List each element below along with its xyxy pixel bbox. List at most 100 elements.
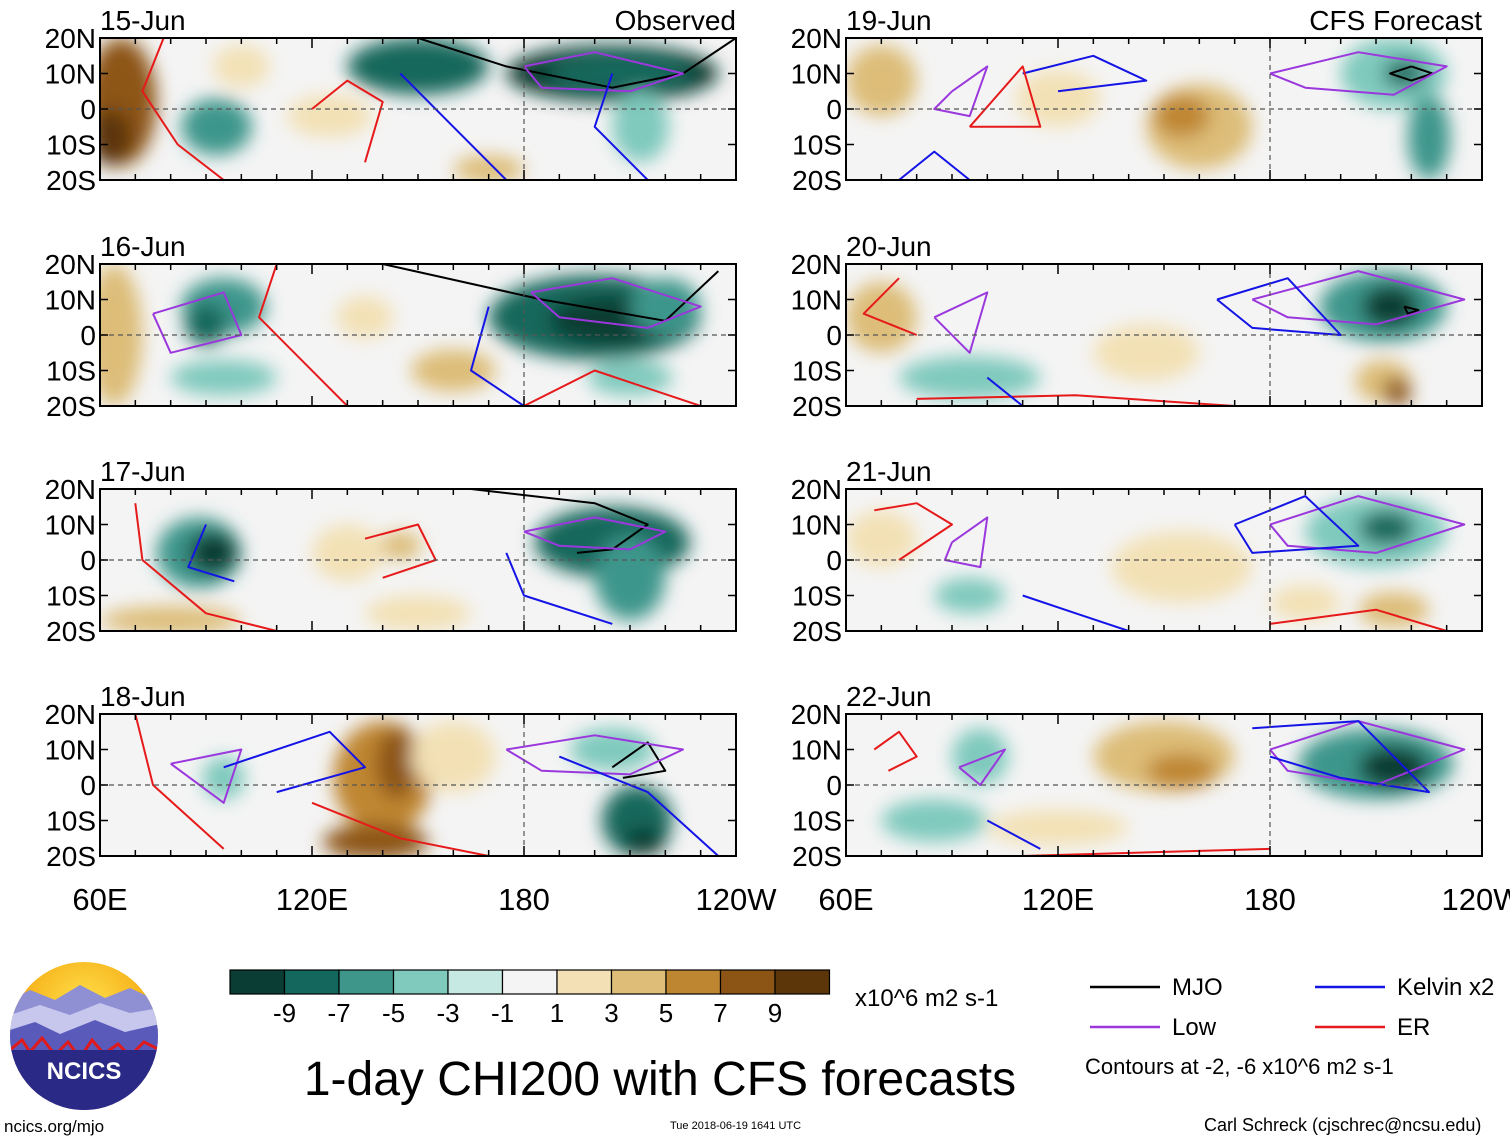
colorbar-swatch xyxy=(392,969,449,995)
colorbar-swatch xyxy=(338,969,395,995)
column-label: CFS Forecast xyxy=(1309,5,1482,36)
colorbar-swatch xyxy=(719,969,776,995)
contour-er xyxy=(523,369,702,406)
field-blob xyxy=(881,799,988,842)
legend-label: MJO xyxy=(1172,974,1223,1001)
colorbar-swatch xyxy=(447,969,504,995)
contour-low xyxy=(170,748,243,804)
contour-er xyxy=(311,79,384,163)
website-link[interactable]: ncics.org/mjo xyxy=(4,1117,105,1136)
logo-text: NCICS xyxy=(47,1058,122,1085)
credit: Carl Schreck (cjschrec@ncsu.edu) xyxy=(1204,1115,1482,1135)
field-blob xyxy=(379,531,422,560)
contour-er xyxy=(916,394,1235,406)
y-tick-label: 10N xyxy=(791,59,842,90)
contour-low xyxy=(943,516,989,569)
colorbar-swatch xyxy=(283,969,340,995)
x-axis: 60E 120E 180 120W 60E 120E 180 120W xyxy=(72,882,1510,917)
panel-21-jun: 20N 10N 0 10S 20S 21-Jun xyxy=(791,456,1483,647)
field-blob xyxy=(630,278,701,335)
x-tick-label: 180 xyxy=(498,882,550,917)
timestamp: Tue 2018-06-19 1641 UTC xyxy=(670,1120,802,1132)
contour-kelvin-x2 xyxy=(898,150,971,180)
y-tick-label: 0 xyxy=(80,320,96,351)
contour-mjo xyxy=(382,264,719,322)
contour-low xyxy=(958,748,1006,786)
panel-22-jun: 20N 10N 0 10S 20S 22-Jun xyxy=(791,681,1483,872)
y-tick-label: 20S xyxy=(792,616,842,647)
contour-kelvin-x2 xyxy=(399,72,508,180)
colorbar-label: -1 xyxy=(491,998,514,1028)
x-tick-label: 60E xyxy=(72,882,127,917)
contour-low xyxy=(933,65,989,118)
y-tick-label: 10N xyxy=(45,285,96,316)
panel-date: 16-Jun xyxy=(100,231,186,262)
panel-date: 15-Jun xyxy=(100,5,186,36)
panel-15-jun: 20N 10N 0 10S 20S 15-Jun Observed xyxy=(45,5,737,196)
contour-kelvin-x2 xyxy=(1216,277,1342,336)
contour-er xyxy=(311,801,489,856)
y-tick-label: 10N xyxy=(45,59,96,90)
legend-label: Low xyxy=(1172,1014,1217,1041)
field-blob xyxy=(622,827,666,856)
field-blob xyxy=(1383,377,1412,406)
field-blob xyxy=(312,524,383,582)
field-blob xyxy=(934,577,1005,614)
contour-er xyxy=(862,277,918,336)
field-blob xyxy=(181,98,252,156)
field-blob xyxy=(1358,510,1415,546)
field-blob xyxy=(410,721,496,793)
contour-mjo xyxy=(611,741,667,779)
contour-kelvin-x2 xyxy=(223,730,366,794)
contour-kelvin-x2 xyxy=(1022,594,1130,631)
contour-er xyxy=(134,714,225,850)
panel-17-jun: 20N 10N 0 10S 20S 17-Jun xyxy=(45,456,737,647)
y-tick-label: 10N xyxy=(791,510,842,541)
contour-er xyxy=(1269,608,1447,631)
field-blob xyxy=(594,535,666,621)
y-tick-label: 10N xyxy=(45,510,96,541)
colorbar-units: x10^6 m2 s-1 xyxy=(855,985,998,1012)
colorbar-swatch xyxy=(774,969,831,995)
contour-er xyxy=(874,502,953,561)
y-tick-label: 20S xyxy=(792,391,842,422)
contour-low xyxy=(152,291,243,354)
contour-mjo xyxy=(1389,65,1434,82)
colorbar-swatch xyxy=(556,969,613,995)
field-blob xyxy=(1270,584,1341,621)
field-blob xyxy=(336,295,394,339)
contour-kelvin-x2 xyxy=(187,524,235,583)
colorbar-label: 7 xyxy=(713,998,727,1028)
panel-date: 20-Jun xyxy=(846,231,932,262)
field-blob xyxy=(322,824,429,856)
y-tick-label: 20S xyxy=(46,616,96,647)
figure-title: 1-day CHI200 with CFS forecasts xyxy=(304,1053,1016,1106)
y-tick-label: 10N xyxy=(791,285,842,316)
panel-date: 21-Jun xyxy=(846,456,932,487)
contour-er xyxy=(364,523,437,579)
field-blob xyxy=(1093,324,1200,382)
colorbar: -9 -7 -5 -3 -1 1 3 5 7 9 x10^6 m2 s-1 xyxy=(229,969,998,1028)
y-tick-label: 20S xyxy=(46,165,96,196)
field-blob xyxy=(202,756,245,800)
contour-er xyxy=(1022,847,1271,856)
contour-kelvin-x2 xyxy=(505,552,613,625)
y-tick-label: 20S xyxy=(46,841,96,872)
panel-date: 22-Jun xyxy=(846,681,932,712)
colorbar-label: 1 xyxy=(550,998,564,1028)
y-tick-label: 20N xyxy=(45,249,96,280)
contour-kelvin-x2 xyxy=(1022,54,1148,93)
field-blob xyxy=(453,155,524,180)
colorbar-label: 5 xyxy=(659,998,673,1028)
contour-low xyxy=(933,291,989,354)
contour-note: Contours at -2, -6 x10^6 m2 s-1 xyxy=(1085,1054,1394,1079)
colorbar-label: 9 xyxy=(768,998,782,1028)
field-blob xyxy=(846,281,917,353)
field-blob xyxy=(899,356,1041,399)
colorbar-label: -7 xyxy=(327,998,350,1028)
colorbar-label: -3 xyxy=(436,998,459,1028)
contour-kelvin-x2 xyxy=(1233,495,1360,554)
y-tick-label: 10N xyxy=(791,735,842,766)
panel-19-jun: 20N 10N 0 10S 20S 19-Jun CFS Forecast xyxy=(791,5,1483,196)
